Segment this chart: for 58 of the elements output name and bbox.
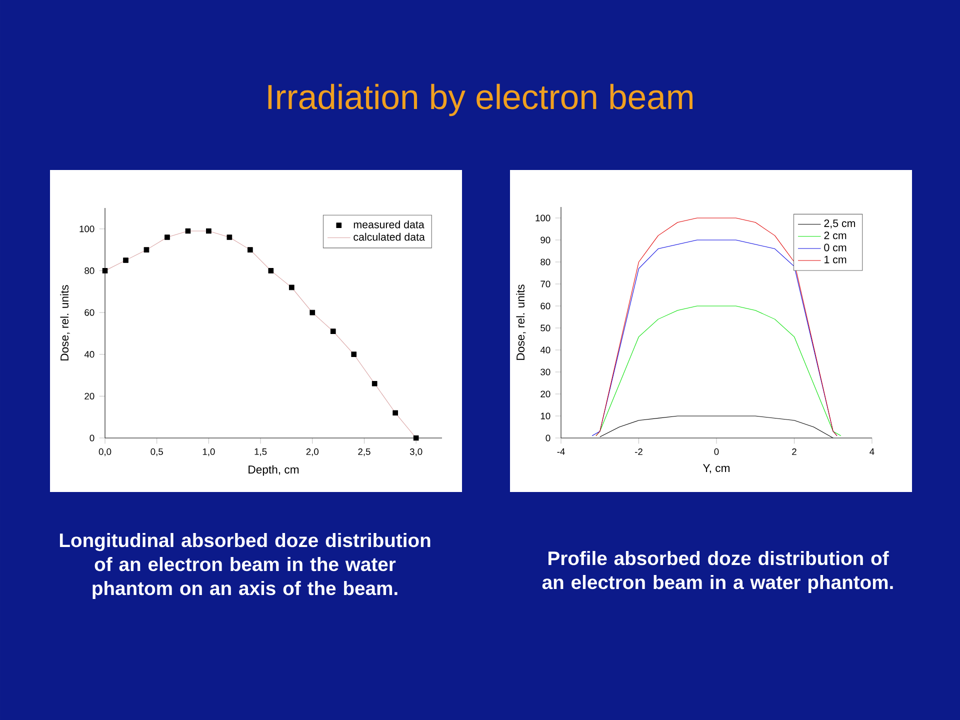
y-tick-label: 30 [540,368,550,376]
y-tick-label: 70 [540,280,550,288]
point [351,352,357,358]
y-tick-label: 80 [540,258,550,266]
x-tick-label: 2,5 [358,448,370,456]
y-tick-label: 90 [540,236,550,244]
legend-label: 2 cm [824,232,846,240]
y-axis-title: Dose, rel. units [60,285,70,360]
y-tick-label: 40 [540,346,550,354]
y-tick-label: 0 [546,434,550,442]
x-axis-title: Depth, cm [248,465,299,476]
y-tick-label: 100 [80,226,94,232]
y-tick-label: 60 [540,302,550,310]
x-tick-label: 4 [870,448,874,455]
chart-title: Irradiation by electron beam [268,84,692,116]
x-tick-label: -4 [557,448,565,455]
point [392,410,398,416]
point [310,310,316,316]
legend-label: calculated data [354,232,425,241]
x-tick-label: 2,0 [306,448,319,456]
legend-label: 1 cm [824,256,846,264]
point [372,380,378,386]
x-tick-label: 1,0 [202,448,215,456]
point [185,228,191,234]
point [206,228,212,234]
point [226,234,232,240]
y-tick-label: 100 [536,214,550,222]
x-tick-label: -2 [635,448,642,455]
y-tick-label: 80 [84,267,94,274]
x-tick-label: 0,0 [98,448,112,456]
x-tick-label: 3,0 [410,448,422,456]
point [413,435,419,441]
x-tick-label: 1,5 [254,448,267,456]
legend-label: measured data [354,220,424,228]
text: Profile absorbed doze distribution of an electron beam in a water phantom. [542,550,893,593]
y-axis-title: Dose, rel. units [516,284,526,360]
y-tick-label: 10 [540,412,550,420]
x-tick-label: 0,5 [150,448,163,456]
y-tick-label: 20 [540,390,550,398]
point [164,234,170,240]
legend-label: 2,5 cm [824,220,856,228]
y-tick-label: 0 [90,434,94,442]
point [330,328,336,334]
point [248,247,253,252]
point [268,268,274,274]
y-tick-label: 40 [84,351,94,358]
point [102,268,108,274]
legend-label: 0 cm [824,244,846,252]
y-tick-label: 20 [84,392,94,400]
y-tick-label: 50 [540,324,550,332]
x-axis-title: Y, cm [702,464,730,474]
x-tick-label: 0 [714,448,719,455]
point [288,284,294,290]
y-tick-label: 60 [84,309,94,316]
point [123,258,128,263]
text: Longitudinal absorbed doze distribution of an electron beam in the water phantom on an axis of the beam. [60,532,430,599]
x-tick-label: 2 [792,448,796,455]
point [144,247,150,252]
